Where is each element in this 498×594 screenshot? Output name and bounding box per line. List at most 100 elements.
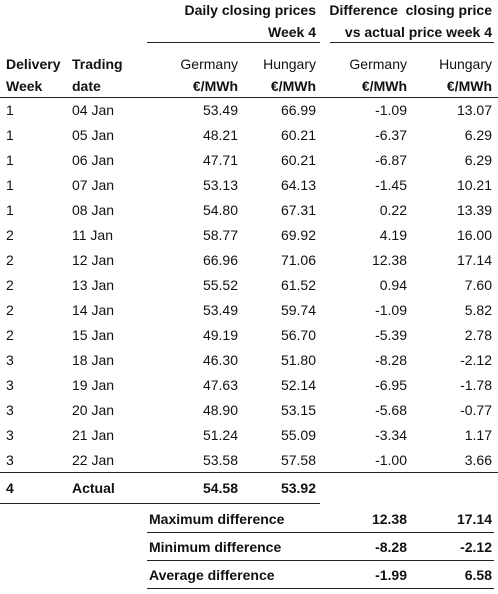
cell: 47.63 xyxy=(202,377,238,393)
cell: 56.70 xyxy=(280,327,316,343)
cell: 17.14 xyxy=(456,252,492,268)
summary-value: -2.12 xyxy=(460,539,492,555)
cell: 60.21 xyxy=(280,152,316,168)
group-header: Difference closing price xyxy=(329,2,492,18)
summary-label: Maximum difference xyxy=(149,511,285,527)
cell: 3 xyxy=(6,452,14,468)
cell: -1.78 xyxy=(460,377,492,393)
cell: 06 Jan xyxy=(72,152,115,168)
column-header: Delivery xyxy=(6,56,61,72)
cell: 58.77 xyxy=(202,227,238,243)
actual-cell: 4 xyxy=(6,480,14,496)
column-header: €/MWh xyxy=(270,78,316,94)
rule xyxy=(147,532,494,533)
cell: 12 Jan xyxy=(72,252,115,268)
cell: 3 xyxy=(6,377,14,393)
cell: 67.31 xyxy=(280,202,316,218)
cell: -8.28 xyxy=(375,352,407,368)
cell: 20 Jan xyxy=(72,402,115,418)
cell: 1 xyxy=(6,202,14,218)
cell: 18 Jan xyxy=(72,352,115,368)
cell: 59.74 xyxy=(280,302,316,318)
cell: -1.09 xyxy=(375,302,407,318)
cell: 52.14 xyxy=(280,377,316,393)
cell: 51.80 xyxy=(280,352,316,368)
rule xyxy=(0,503,320,504)
cell: 46.30 xyxy=(202,352,238,368)
column-header: Trading xyxy=(72,56,123,72)
group-header: Week 4 xyxy=(268,24,316,40)
cell: -3.34 xyxy=(375,427,407,443)
cell: 1 xyxy=(6,102,14,118)
summary-value: 6.58 xyxy=(464,567,492,583)
cell: 7.60 xyxy=(464,277,492,293)
column-header: €/MWh xyxy=(361,78,407,94)
cell: 69.92 xyxy=(280,227,316,243)
cell: 08 Jan xyxy=(72,202,115,218)
cell: 05 Jan xyxy=(72,127,115,143)
cell: -1.00 xyxy=(375,452,407,468)
actual-cell: Actual xyxy=(72,480,115,496)
cell: -5.39 xyxy=(375,327,407,343)
cell: 51.24 xyxy=(202,427,238,443)
summary-value: 12.38 xyxy=(371,511,407,527)
cell: 55.52 xyxy=(202,277,238,293)
cell: 49.19 xyxy=(202,327,238,343)
summary-value: -8.28 xyxy=(375,539,407,555)
summary-label: Average difference xyxy=(149,567,275,583)
cell: 2 xyxy=(6,327,14,343)
cell: 66.96 xyxy=(202,252,238,268)
cell: 61.52 xyxy=(280,277,316,293)
cell: 16.00 xyxy=(456,227,492,243)
cell: 3 xyxy=(6,427,14,443)
column-header: €/MWh xyxy=(192,78,238,94)
cell: 21 Jan xyxy=(72,427,115,443)
actual-cell: 53.92 xyxy=(280,480,316,496)
cell: 13.07 xyxy=(456,102,492,118)
cell: 2 xyxy=(6,227,14,243)
cell: 2 xyxy=(6,302,14,318)
cell: 04 Jan xyxy=(72,102,115,118)
column-header: Hungary xyxy=(263,56,316,72)
cell: 15 Jan xyxy=(72,327,115,343)
cell: 57.58 xyxy=(280,452,316,468)
cell: 1 xyxy=(6,152,14,168)
cell: 71.06 xyxy=(280,252,316,268)
cell: 66.99 xyxy=(280,102,316,118)
cell: 12.38 xyxy=(371,252,407,268)
rule xyxy=(0,472,498,473)
cell: 14 Jan xyxy=(72,302,115,318)
column-header: date xyxy=(72,78,101,94)
cell: 19 Jan xyxy=(72,377,115,393)
cell: 4.19 xyxy=(379,227,407,243)
cell: 3.66 xyxy=(464,452,492,468)
cell: 54.80 xyxy=(202,202,238,218)
cell: 3 xyxy=(6,352,14,368)
cell: 1 xyxy=(6,177,14,193)
cell: 53.49 xyxy=(202,302,238,318)
cell: 2 xyxy=(6,252,14,268)
cell: 55.09 xyxy=(280,427,316,443)
cell: 13 Jan xyxy=(72,277,115,293)
summary-value: 17.14 xyxy=(456,511,492,527)
rule xyxy=(147,588,494,589)
cell: 6.29 xyxy=(464,152,492,168)
cell: 53.15 xyxy=(280,402,316,418)
cell: -6.95 xyxy=(375,377,407,393)
rule xyxy=(147,560,494,561)
column-header: Week xyxy=(6,78,43,94)
cell: 53.58 xyxy=(202,452,238,468)
cell: 64.13 xyxy=(280,177,316,193)
summary-value: -1.99 xyxy=(375,567,407,583)
cell: 48.21 xyxy=(202,127,238,143)
summary-label: Minimum difference xyxy=(149,539,282,555)
cell: -6.87 xyxy=(375,152,407,168)
rule xyxy=(147,42,320,43)
rule xyxy=(330,42,494,43)
group-header: Daily closing prices xyxy=(184,2,317,18)
cell: 13.39 xyxy=(456,202,492,218)
cell: 0.94 xyxy=(379,277,407,293)
column-header: Hungary xyxy=(439,56,492,72)
cell: 2.78 xyxy=(464,327,492,343)
